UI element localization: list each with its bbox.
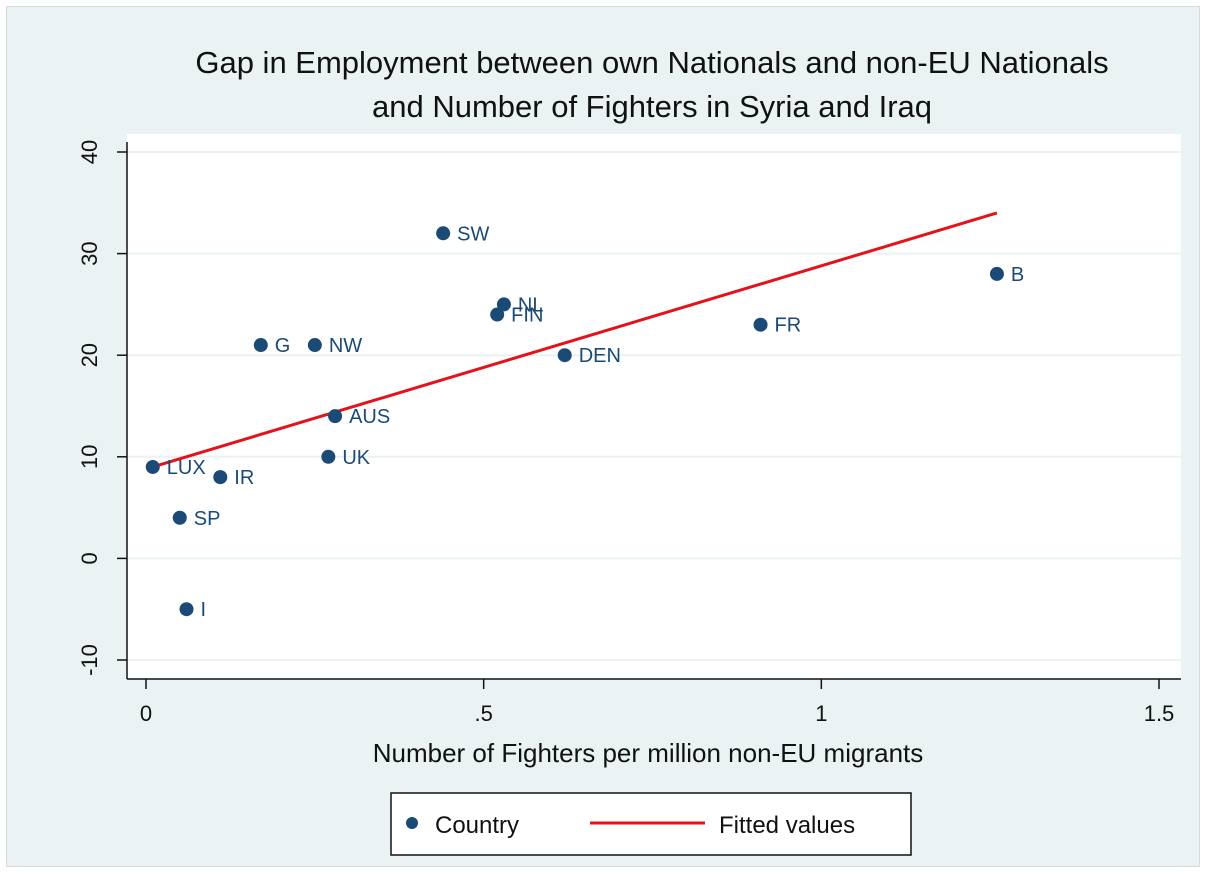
chart-title-line-2: and Number of Fighters in Syria and Iraq: [372, 89, 932, 124]
point-label-ir: IR: [234, 467, 254, 489]
point-aus: [328, 409, 343, 424]
point-fr: [753, 317, 768, 332]
point-label-fr: FR: [775, 315, 802, 337]
point-label-lux: LUX: [167, 457, 206, 479]
point-label-nl: NL: [518, 294, 544, 316]
point-g: [253, 338, 268, 353]
chart-title-line-1: Gap in Employment between own Nationals …: [195, 45, 1108, 80]
plot-area: [127, 134, 1181, 679]
ticks: -10 0 10 20 30 40 0 .5 1 1.5: [77, 140, 1174, 726]
x-tick-label-2: 1: [815, 701, 827, 726]
y-tick-label-4: 30: [77, 241, 102, 265]
point-sp: [172, 510, 187, 525]
point-label-sp: SP: [194, 508, 221, 530]
point-label-b: B: [1011, 264, 1024, 286]
x-axis-title: Number of Fighters per million non-EU mi…: [373, 738, 924, 768]
x-tick-label-0: 0: [140, 701, 152, 726]
point-b: [989, 266, 1004, 281]
point-den: [557, 348, 572, 363]
gridlines: [127, 151, 1181, 661]
point-lux: [145, 459, 160, 474]
axes: [126, 142, 1181, 680]
x-tick-label-1: .5: [474, 701, 492, 726]
y-tick-label-3: 20: [77, 343, 102, 367]
point-i: [179, 602, 194, 617]
y-tick-label-0: -10: [77, 644, 102, 676]
point-uk: [321, 449, 336, 464]
point-label-sw: SW: [457, 223, 489, 245]
point-label-den: DEN: [579, 345, 621, 367]
legend-label-fitted: Fitted values: [719, 812, 855, 839]
point-fin: [490, 307, 505, 322]
point-nl: [496, 297, 511, 312]
legend-label-country: Country: [435, 812, 519, 839]
point-label-fin: FIN: [511, 305, 543, 327]
point-nw: [307, 338, 322, 353]
point-label-nw: NW: [329, 335, 362, 357]
y-tick-label-2: 10: [77, 445, 102, 469]
legend: Country Fitted values: [390, 792, 912, 856]
point-label-i: I: [201, 599, 207, 621]
point-sw: [436, 226, 451, 241]
fitted-line-group: [152, 211, 998, 469]
x-tick-label-3: 1.5: [1144, 701, 1175, 726]
y-tick-label-5: 40: [77, 140, 102, 164]
fitted-values-line: [152, 211, 998, 469]
y-tick-label-1: 0: [77, 552, 102, 564]
point-label-g: G: [275, 335, 291, 357]
point-ir: [213, 470, 228, 485]
point-label-aus: AUS: [349, 406, 390, 428]
point-label-uk: UK: [342, 447, 370, 469]
legend-marker-country: [406, 817, 418, 829]
